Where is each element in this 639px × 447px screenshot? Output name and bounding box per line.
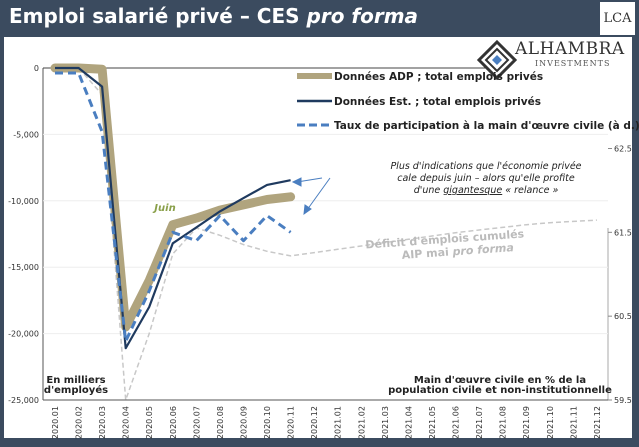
x-tick-label: 2020.04	[122, 406, 131, 439]
x-tick-label: 2021.03	[381, 406, 390, 439]
y2-tick-label: 61.5	[614, 228, 632, 237]
x-tick-label: 2021.04	[404, 406, 413, 439]
y-axis-label: En milliers d'employés	[44, 375, 108, 396]
x-tick-label: 2020.06	[169, 406, 178, 439]
series-participation	[55, 71, 292, 343]
x-tick-label: 2021.10	[546, 406, 555, 439]
x-tick-label: 2021.02	[357, 406, 366, 439]
x-tick-label: 2020.12	[310, 406, 319, 439]
x-tick-label: 2020.01	[51, 406, 60, 439]
x-tick-label: 2021.06	[452, 406, 461, 439]
y-tick-label: 0	[34, 64, 39, 73]
juin-label: Juin	[152, 203, 175, 214]
legend-label-adp: Données ADP ; total emplois privés	[334, 71, 543, 83]
page-title: Emploi salarié privé – CES pro forma	[9, 4, 418, 28]
x-tick-label: 2021.12	[593, 406, 602, 439]
y-tick-label: -20,000	[8, 330, 39, 339]
x-tick-label: 2021.08	[499, 406, 508, 439]
note-line3: d'une gigantesque « relance »	[414, 185, 559, 196]
x-tick-label: 2020.09	[239, 406, 248, 439]
legend-label-part: Taux de participation à la main d'œuvre …	[334, 120, 639, 132]
x-tick-label: 2020.02	[75, 406, 84, 439]
x-tick-label: 2021.05	[428, 406, 437, 439]
x-tick-label: 2021.01	[334, 406, 343, 439]
legend-label-est: Données Est. ; total emplois privés	[334, 96, 541, 108]
lca-badge: LCA	[600, 2, 635, 35]
aip-label: AIP mai pro forma	[401, 241, 514, 262]
y2label-line1: Main d'œuvre civile en % de la	[414, 375, 586, 386]
series-aip-pro-forma	[55, 67, 597, 401]
y-tick-label: -5,000	[13, 130, 39, 139]
alhambra-logo: ALHAMBRA INVESTMENTS	[515, 39, 625, 68]
x-tick-label: 2020.07	[192, 406, 201, 439]
y2-tick-label: 62.5	[614, 144, 632, 153]
x-tick-label: 2021.11	[569, 406, 578, 439]
note-line1: Plus d'indications que l'économie privée	[390, 161, 581, 172]
series-est	[55, 66, 291, 350]
y2label-line2: population civile et non-institutionnell…	[388, 385, 612, 396]
x-tick-label: 2021.09	[522, 406, 531, 439]
alhambra-logo-icon	[476, 39, 518, 81]
title-text: Emploi salarié privé – CES	[9, 4, 300, 28]
x-tick-label: 2020.03	[98, 406, 107, 439]
y-tick-label: -15,000	[8, 263, 39, 272]
y2-tick-label: 60.5	[614, 312, 632, 321]
x-tick-label: 2020.05	[145, 406, 154, 439]
series-adp	[50, 63, 296, 332]
y2-tick-label: 59.5	[614, 396, 632, 405]
title-italic: pro forma	[306, 4, 419, 28]
x-tick-label: 2021.07	[475, 406, 484, 439]
y-tick-label: -25,000	[8, 396, 39, 405]
x-tick-label: 2020.10	[263, 406, 272, 439]
x-tick-label: 2020.08	[216, 406, 225, 439]
note-arrows	[291, 177, 331, 216]
y-tick-label: -10,000	[8, 197, 39, 206]
x-tick-label: 2020.11	[287, 406, 296, 439]
logo-name: ALHAMBRA	[515, 39, 625, 59]
note-line2: cale depuis juin – alors qu'elle profite	[397, 173, 575, 184]
logo-sub: INVESTMENTS	[535, 59, 611, 68]
